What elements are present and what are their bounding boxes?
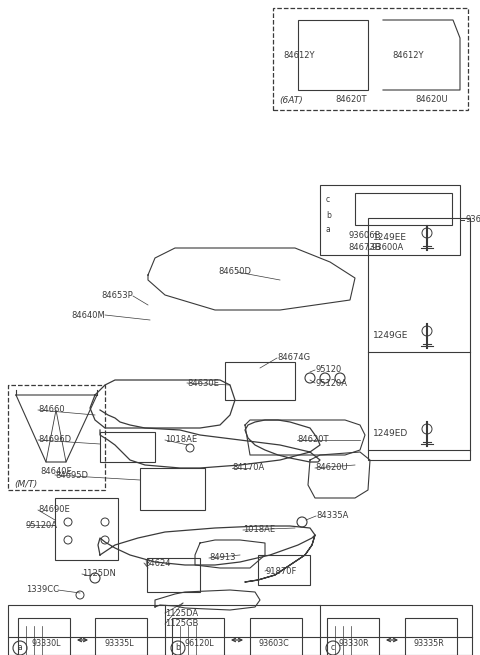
Text: 84660: 84660 xyxy=(38,405,65,415)
Text: 84674G: 84674G xyxy=(277,354,310,362)
Text: 1249ED: 1249ED xyxy=(373,430,408,438)
Bar xyxy=(55,498,118,560)
Text: 1249EE: 1249EE xyxy=(373,233,407,242)
Text: b: b xyxy=(326,210,331,219)
Bar xyxy=(100,432,155,462)
Circle shape xyxy=(171,641,185,655)
Text: 84620T: 84620T xyxy=(335,94,367,103)
Bar xyxy=(355,193,452,225)
Bar xyxy=(140,468,205,510)
Text: 84612Y: 84612Y xyxy=(392,52,423,60)
Text: 93330L: 93330L xyxy=(31,639,61,648)
Text: a: a xyxy=(18,643,23,652)
Text: 96120L: 96120L xyxy=(184,639,214,648)
Bar xyxy=(405,618,457,655)
Bar xyxy=(147,558,200,592)
Text: 84690E: 84690E xyxy=(38,506,70,514)
Text: 1125GB: 1125GB xyxy=(165,620,198,629)
Bar xyxy=(298,20,368,90)
Text: b: b xyxy=(176,643,180,652)
Text: (M/T): (M/T) xyxy=(14,479,37,489)
Bar xyxy=(172,618,224,655)
Text: 93335R: 93335R xyxy=(414,639,444,648)
Text: 84913: 84913 xyxy=(209,553,236,563)
Text: a: a xyxy=(326,225,331,234)
Bar xyxy=(8,605,472,655)
Bar xyxy=(18,618,70,655)
Bar xyxy=(327,618,379,655)
Text: 91870F: 91870F xyxy=(265,567,296,576)
Text: 1018AE: 1018AE xyxy=(165,436,197,445)
Text: 84673B: 84673B xyxy=(348,242,381,252)
Text: 84624: 84624 xyxy=(144,559,170,567)
Text: 1018AE: 1018AE xyxy=(243,525,275,534)
Text: 84612Y: 84612Y xyxy=(283,52,314,60)
Text: 1249GE: 1249GE xyxy=(373,331,408,341)
Text: 93330R: 93330R xyxy=(339,639,369,648)
Text: 84650D: 84650D xyxy=(218,267,251,276)
Text: c: c xyxy=(326,195,330,204)
Bar xyxy=(95,618,147,655)
Text: c: c xyxy=(331,643,335,652)
Text: 93335L: 93335L xyxy=(104,639,134,648)
Text: 84653P: 84653P xyxy=(101,291,133,301)
Text: 84620U: 84620U xyxy=(315,464,348,472)
Text: 93606B: 93606B xyxy=(349,231,381,240)
Text: 1125DA: 1125DA xyxy=(165,608,198,618)
Bar xyxy=(273,8,468,110)
Text: 84335A: 84335A xyxy=(316,512,348,521)
Bar xyxy=(320,185,460,255)
Bar xyxy=(8,385,105,490)
Text: 84695D: 84695D xyxy=(55,470,88,479)
Text: 1125DN: 1125DN xyxy=(82,569,116,578)
Text: 93600A: 93600A xyxy=(372,244,404,252)
Bar xyxy=(225,362,295,400)
Circle shape xyxy=(13,641,27,655)
Text: (6AT): (6AT) xyxy=(279,96,303,105)
Text: 93603C: 93603C xyxy=(259,639,289,648)
Bar xyxy=(250,618,302,655)
Text: 84620T: 84620T xyxy=(297,436,328,445)
Bar xyxy=(368,218,470,460)
Text: 84696D: 84696D xyxy=(38,436,71,445)
Text: 1339CC: 1339CC xyxy=(26,586,59,595)
Text: 95120A: 95120A xyxy=(315,379,347,388)
Text: 84640E: 84640E xyxy=(40,468,72,476)
Text: 84620U: 84620U xyxy=(415,94,448,103)
Text: 84640M: 84640M xyxy=(71,310,105,320)
Text: 95120: 95120 xyxy=(315,365,341,375)
Text: 84170A: 84170A xyxy=(232,464,264,472)
Text: 95120A: 95120A xyxy=(26,521,58,529)
Bar xyxy=(258,555,310,585)
Text: 93600A: 93600A xyxy=(465,215,480,225)
Text: 84630E: 84630E xyxy=(187,379,219,388)
Circle shape xyxy=(326,641,340,655)
